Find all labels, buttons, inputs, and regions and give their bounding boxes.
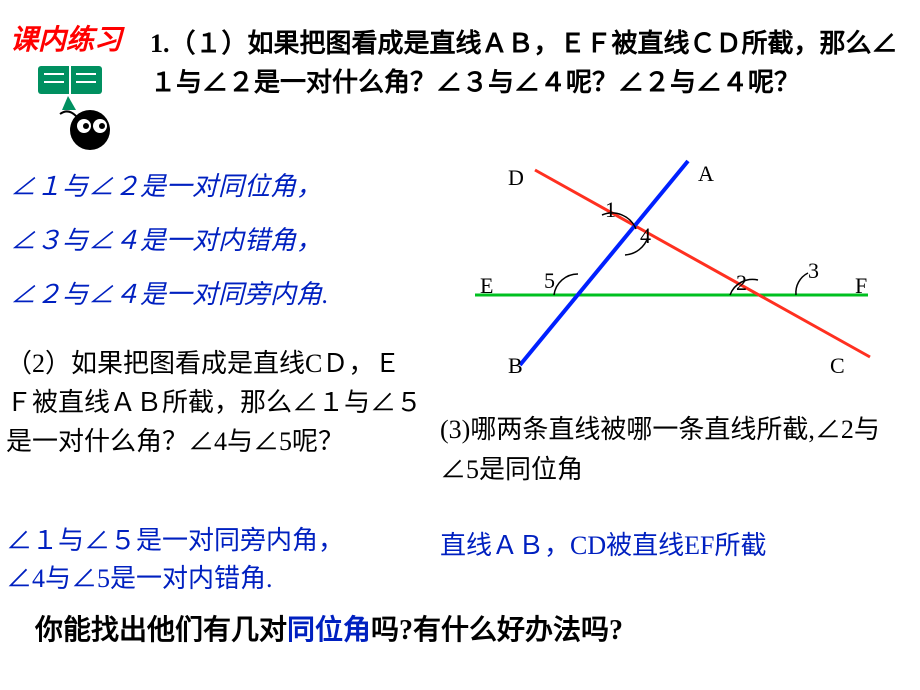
label-B: B	[508, 353, 523, 379]
question-3: (3)哪两条直线被哪一条直线所截,∠2与∠5是同位角	[440, 410, 900, 491]
page-heading: 课内练习	[10, 18, 122, 58]
final-part2: 吗?有什么好办法吗?	[371, 615, 623, 646]
label-D: D	[508, 165, 524, 191]
answer1-line2: ∠３与∠４是一对内错角，	[10, 220, 322, 257]
arc-3	[796, 273, 808, 295]
line-DC	[535, 170, 870, 357]
label-2: 2	[736, 270, 747, 296]
final-highlight: 同位角	[287, 615, 371, 646]
answer1-line1: ∠１与∠２是一对同位角，	[10, 166, 322, 203]
final-part1: 你能找出他们有几对	[35, 615, 287, 646]
arc-5	[554, 274, 578, 295]
label-3: 3	[808, 258, 819, 284]
answer2-right: 直线ＡＢ，CD被直线EF所截	[440, 525, 766, 562]
book-character-icon	[30, 62, 130, 152]
question-2: （2）如果把图看成是直线CＤ，ＥＦ被直线ＡＢ所截，那么∠１与∠５是一对什么角？∠…	[6, 344, 426, 461]
final-question: 你能找出他们有几对同位角吗?有什么好办法吗?	[35, 608, 623, 648]
label-A: A	[698, 161, 714, 187]
label-F: F	[855, 273, 867, 299]
answer1-line3: ∠２与∠４是一对同旁内角.	[10, 274, 329, 311]
label-5: 5	[544, 268, 555, 294]
line-BA	[520, 161, 688, 365]
question-1: 1.（１）如果把图看成是直线ＡＢ，ＥＦ被直线ＣＤ所截，那么∠１与∠２是一对什么角…	[150, 24, 900, 102]
label-C: C	[830, 353, 845, 379]
geometry-diagram: A D E F B C 1 4 5 2 3	[450, 155, 890, 375]
label-4: 4	[640, 223, 651, 249]
label-1: 1	[605, 197, 616, 223]
answer2-left: ∠１与∠５是一对同旁内角， ∠4与∠5是一对内错角.	[6, 522, 344, 597]
label-E: E	[480, 273, 493, 299]
